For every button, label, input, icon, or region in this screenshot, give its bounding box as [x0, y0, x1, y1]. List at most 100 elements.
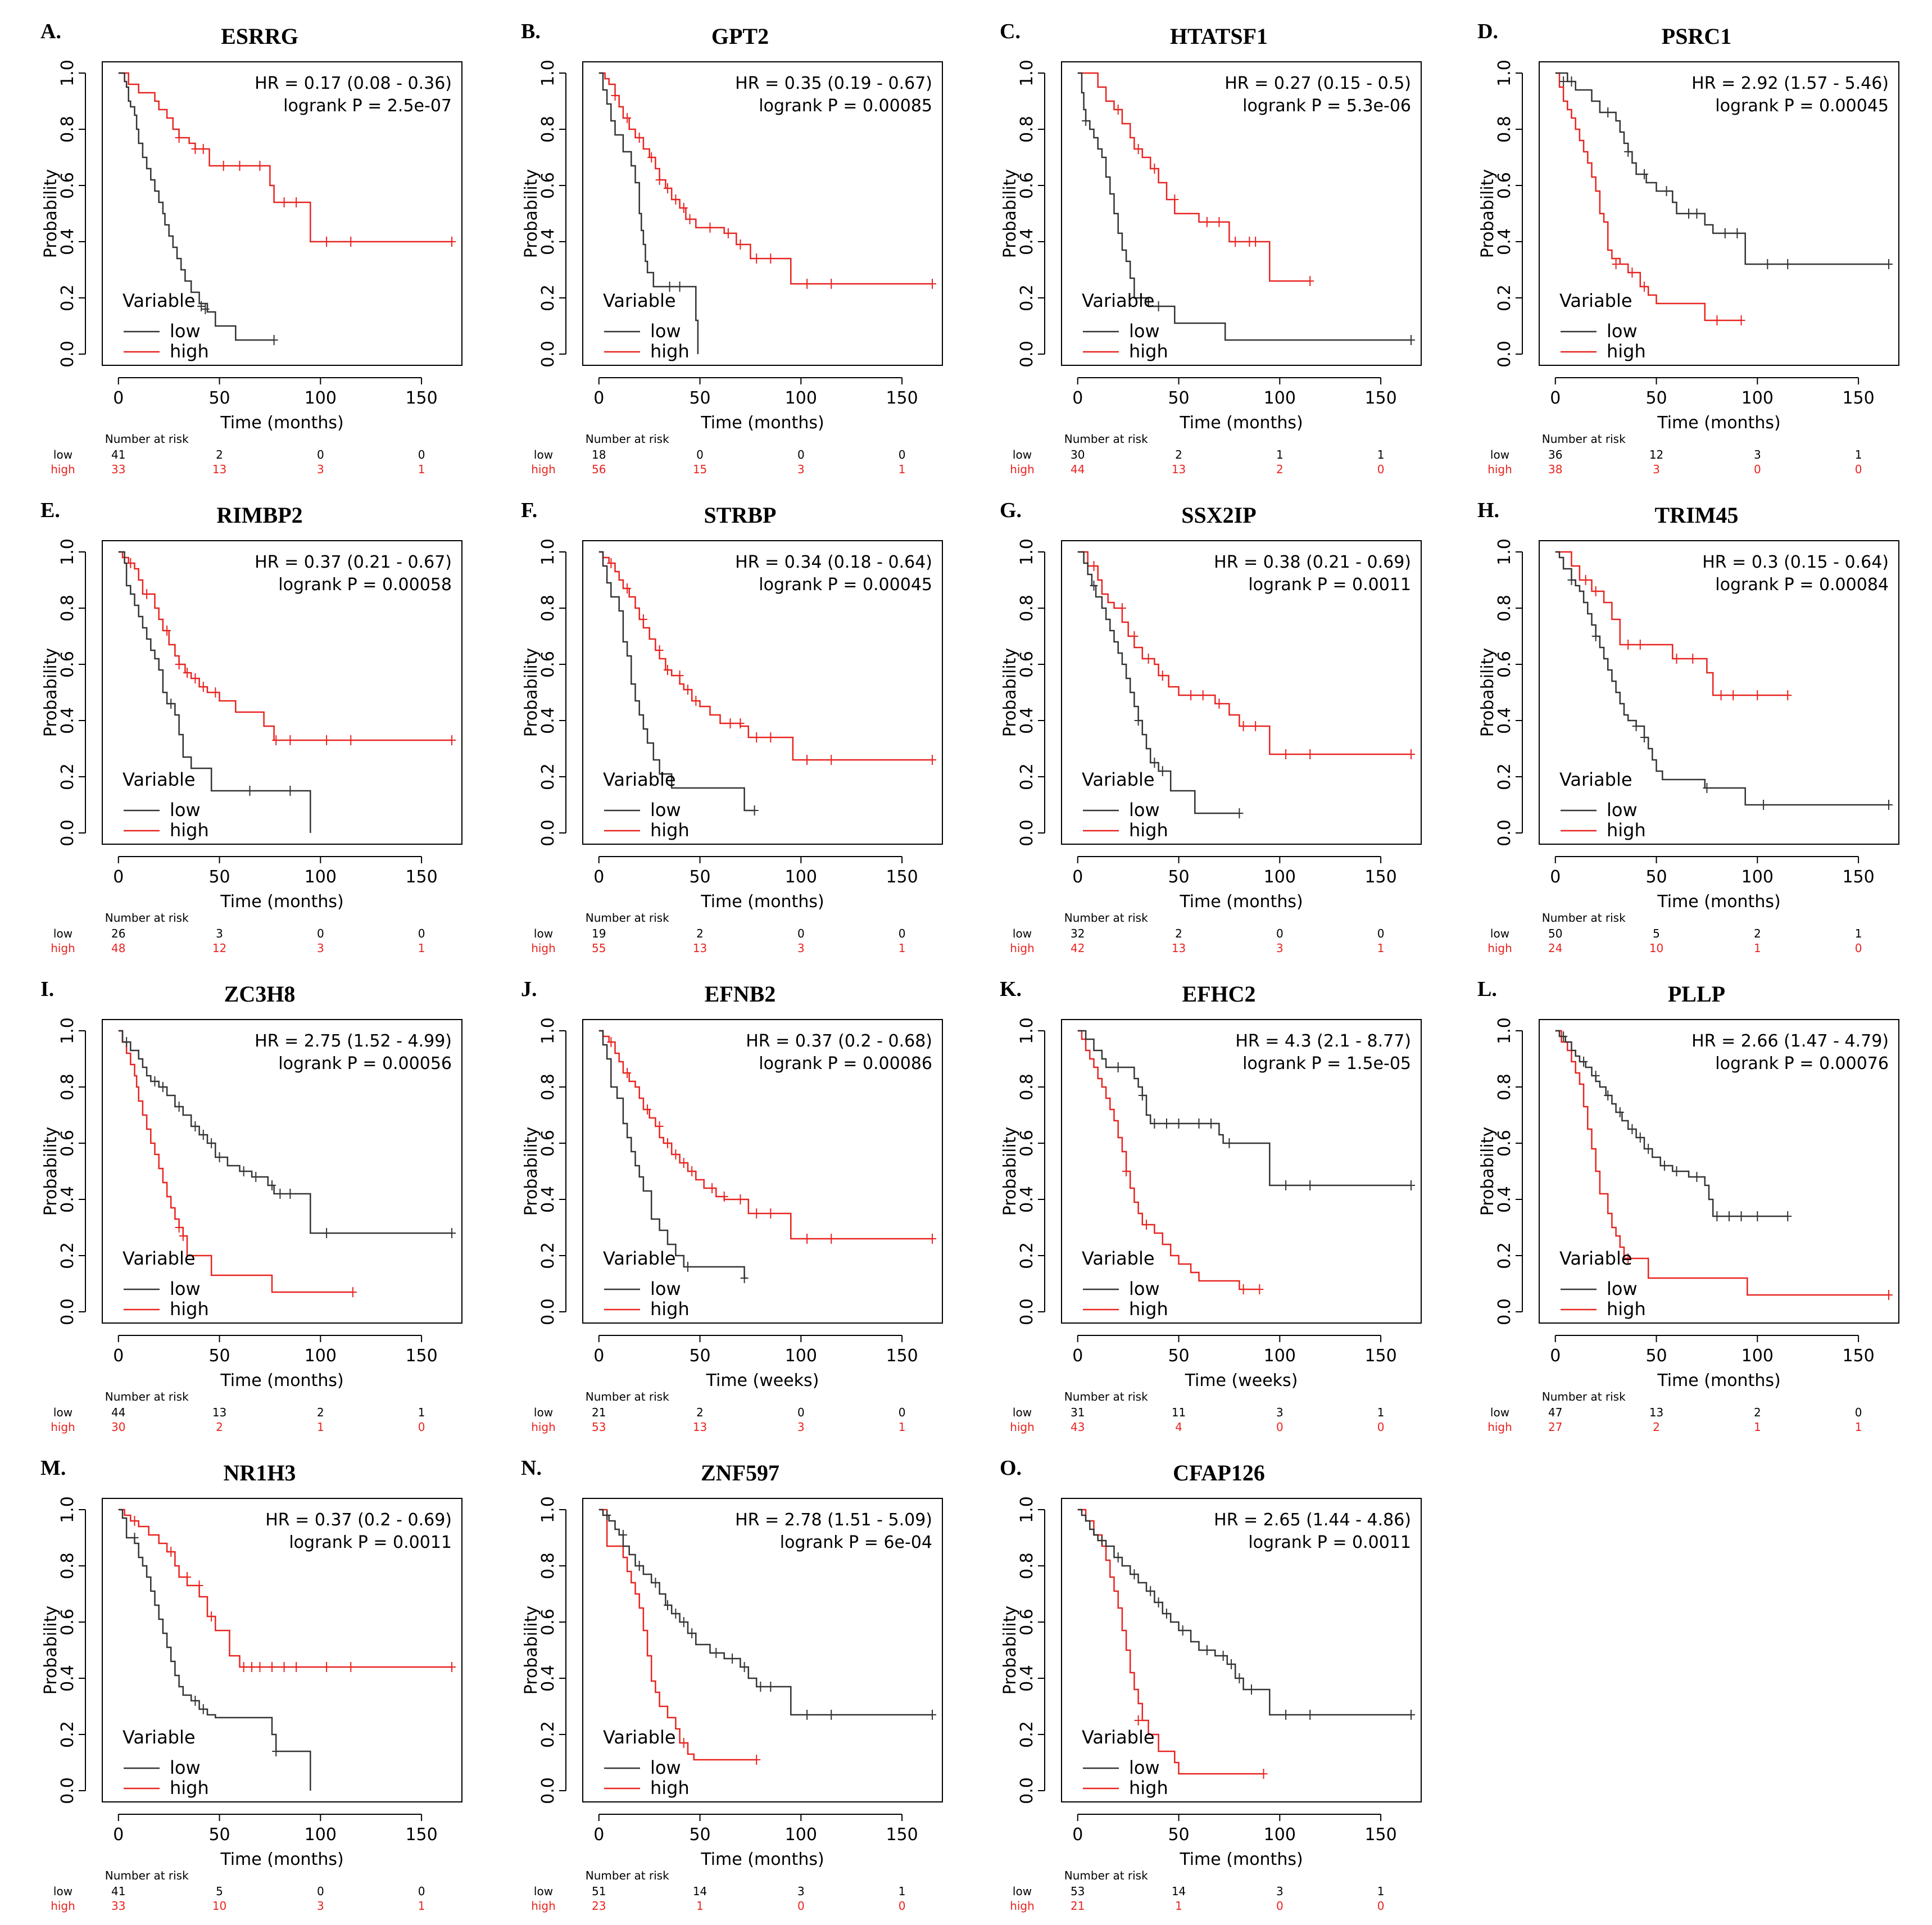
- risk-count-low: 47: [1548, 1406, 1562, 1419]
- risk-row-label-low: low: [534, 1885, 553, 1898]
- legend-label-low: low: [170, 1757, 201, 1778]
- risk-count-high: 0: [1377, 1899, 1385, 1913]
- censor-mark-low: [1672, 1166, 1681, 1176]
- y-tick-label: 0.2: [538, 763, 558, 790]
- gene-title: PLLP: [1668, 981, 1725, 1007]
- plot-frame: [102, 540, 462, 845]
- y-tick-label: 0.2: [58, 284, 78, 311]
- y-axis-label: Probability: [41, 1606, 61, 1695]
- censor-mark-low: [1604, 1090, 1612, 1100]
- legend-label-high: high: [650, 819, 690, 841]
- survival-curve-high: [598, 1509, 757, 1761]
- legend-title: Variable: [1559, 1248, 1632, 1269]
- censor-mark-high: [175, 659, 183, 669]
- censor-mark-high: [827, 755, 836, 765]
- censor-mark-low: [1227, 1659, 1236, 1669]
- censor-mark-high: [280, 1662, 288, 1672]
- km-panel: E. RIMBP2 0.0 0.2 0.4 0.6 0.8 1.0 Probability 0 50…: [40, 499, 462, 955]
- x-tick-label: 0: [113, 1825, 124, 1845]
- y-tick-label: 1.0: [58, 60, 78, 87]
- x-tick-label: 100: [1741, 1346, 1774, 1366]
- x-axis-label: Time (months): [1657, 1371, 1780, 1390]
- censor-mark-high: [1624, 1253, 1632, 1263]
- censor-mark-low: [199, 1130, 207, 1140]
- censor-mark-high: [1114, 105, 1122, 115]
- risk-count-high: 0: [1754, 463, 1761, 476]
- censor-mark-high: [1239, 721, 1248, 731]
- risk-count-high: 56: [592, 463, 606, 476]
- x-tick-label: 150: [1842, 388, 1874, 408]
- censor-mark-low: [750, 805, 759, 816]
- censor-mark-high: [928, 279, 937, 289]
- x-tick-label: 100: [1264, 867, 1296, 887]
- gene-title: TRIM45: [1655, 502, 1739, 528]
- legend-title: Variable: [1559, 769, 1632, 790]
- risk-count-low: 0: [797, 448, 805, 461]
- survival-curve-low: [598, 1509, 932, 1716]
- censor-mark-low: [1567, 575, 1576, 585]
- risk-count-high: 0: [1377, 463, 1385, 476]
- risk-count-low: 3: [1276, 1885, 1284, 1898]
- risk-count-high: 3: [317, 941, 324, 955]
- risk-count-high: 1: [1377, 941, 1385, 955]
- censor-mark-low: [270, 335, 278, 345]
- risk-count-high: 1: [1175, 1899, 1182, 1913]
- x-tick-label: 150: [1364, 388, 1396, 408]
- censor-mark-high: [655, 645, 664, 655]
- x-tick-label: 0: [113, 867, 124, 887]
- hazard-ratio: HR = 0.38 (0.21 - 0.69): [1214, 552, 1411, 572]
- censor-mark-high: [1142, 1220, 1151, 1230]
- censor-mark-low: [651, 1578, 660, 1588]
- risk-count-high: 0: [1855, 941, 1862, 955]
- censor-mark-low: [619, 1530, 627, 1540]
- censor-mark-low: [1225, 1138, 1233, 1148]
- y-tick-label: 0.2: [1017, 1721, 1037, 1748]
- censor-mark-high: [1134, 144, 1142, 154]
- km-panel: I. ZC3H8 0.0 0.2 0.4 0.6 0.8 1.0 Probability 0 50 1…: [40, 977, 462, 1434]
- x-tick-label: 150: [1364, 1346, 1396, 1366]
- x-axis-label: Time (months): [1179, 413, 1303, 433]
- censor-mark-high: [175, 1222, 183, 1233]
- y-tick-label: 0.4: [1495, 1186, 1514, 1213]
- censor-mark-high: [1784, 690, 1792, 700]
- x-tick-label: 150: [886, 867, 918, 887]
- censor-mark-high: [623, 1068, 632, 1078]
- x-tick-label: 0: [593, 1346, 604, 1366]
- censor-mark-high: [256, 161, 264, 171]
- legend-label-high: high: [1129, 819, 1168, 841]
- risk-count-high: 0: [1855, 463, 1862, 476]
- censor-mark-low: [728, 1654, 737, 1664]
- logrank-p: logrank P = 0.0011: [289, 1533, 452, 1552]
- y-tick-label: 0.2: [1495, 284, 1514, 311]
- censor-mark-high: [647, 152, 656, 162]
- censor-mark-low: [1247, 1684, 1255, 1695]
- x-axis-label: Time (months): [1179, 1850, 1303, 1869]
- risk-count-low: 13: [1649, 1406, 1663, 1419]
- risk-count-high: 3: [797, 1420, 805, 1434]
- legend-label-high: high: [170, 1777, 209, 1799]
- panel-letter: B.: [521, 20, 541, 43]
- risk-count-low: 2: [1175, 927, 1182, 940]
- risk-count-low: 2: [1754, 927, 1761, 940]
- y-tick-label: 0.6: [58, 1130, 78, 1157]
- censor-mark-low: [1195, 1118, 1203, 1129]
- risk-count-low: 0: [418, 927, 425, 940]
- censor-mark-high: [679, 203, 688, 213]
- y-axis-label: Probability: [1000, 1606, 1020, 1695]
- x-tick-label: 150: [1364, 1825, 1396, 1845]
- censor-mark-low: [1306, 1180, 1314, 1190]
- logrank-p: logrank P = 0.0011: [1248, 575, 1411, 595]
- censor-mark-high: [1640, 282, 1648, 292]
- censor-mark-high: [752, 1208, 761, 1219]
- risk-count-high: 27: [1548, 1420, 1562, 1434]
- y-tick-label: 0.8: [538, 595, 558, 622]
- legend-label-low: low: [170, 320, 201, 342]
- risk-count-high: 0: [1276, 1899, 1284, 1913]
- censor-mark-low: [175, 1102, 183, 1112]
- risk-row-label-high: high: [1010, 1420, 1035, 1434]
- plot-frame: [1539, 61, 1899, 366]
- risk-count-low: 32: [1071, 927, 1085, 940]
- censor-mark-low: [1559, 1031, 1568, 1041]
- risk-count-low: 2: [1754, 1406, 1761, 1419]
- censor-mark-high: [1122, 1166, 1131, 1176]
